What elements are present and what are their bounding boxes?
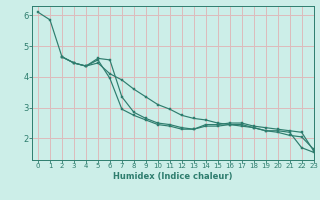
X-axis label: Humidex (Indice chaleur): Humidex (Indice chaleur) xyxy=(113,172,233,181)
